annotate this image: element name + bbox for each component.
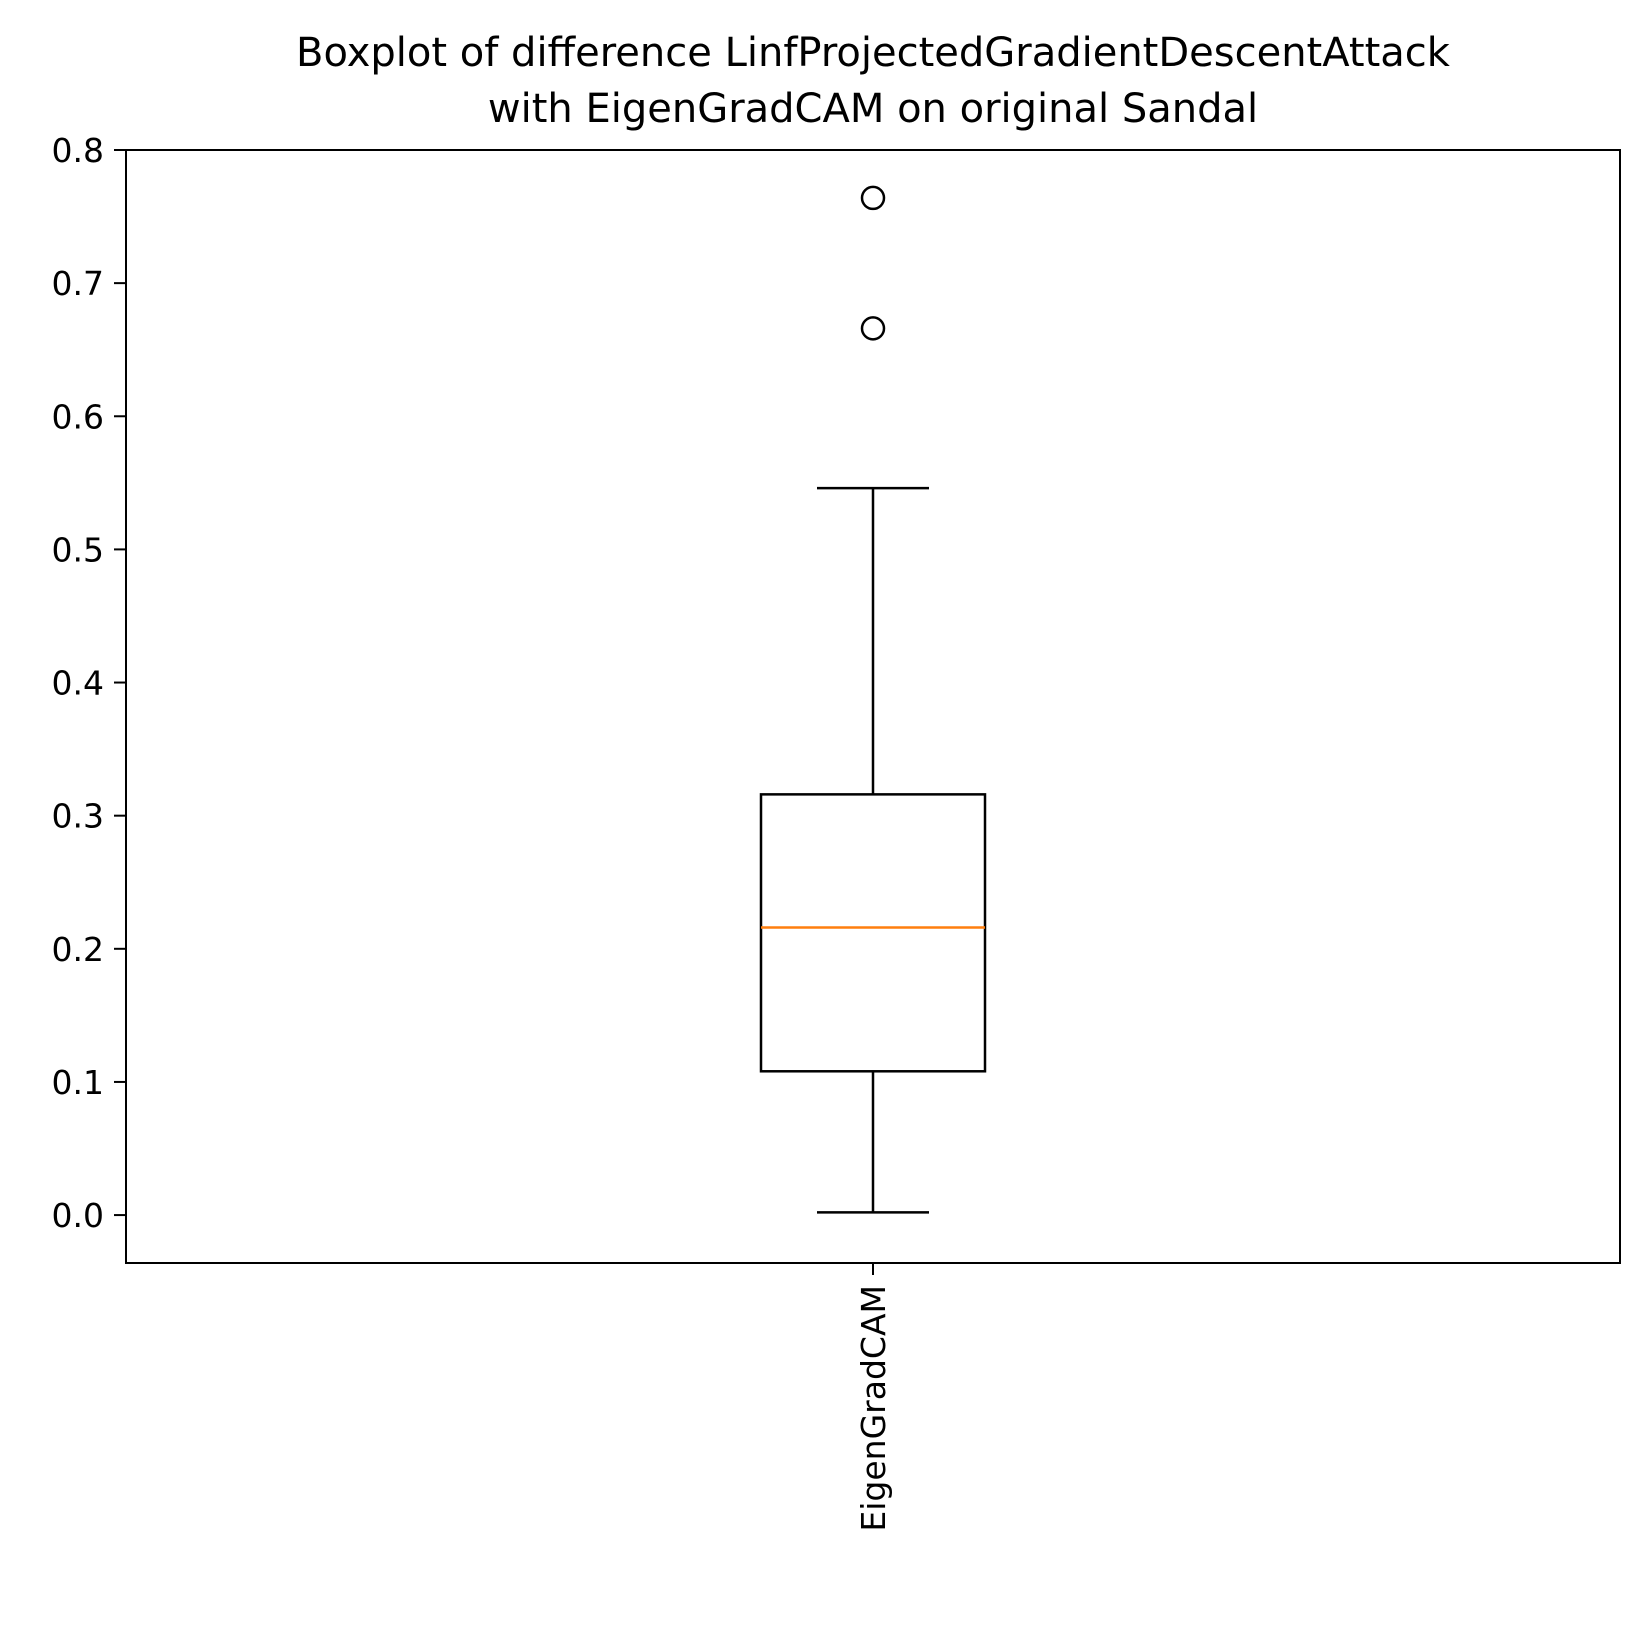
y-tick-label: 0.6 [52, 397, 104, 436]
y-tick-label: 0.4 [52, 664, 104, 703]
y-tick-label: 0.1 [52, 1063, 104, 1102]
iqr-box [759, 793, 987, 1073]
y-axis: 0.0 0.1 0.2 0.3 0.4 0.5 0.6 0.7 0.8 [52, 131, 126, 1235]
x-tick-label: EigenGradCAM [854, 1285, 893, 1532]
y-tick-label: 0.0 [52, 1196, 104, 1235]
x-axis: EigenGradCAM [854, 1263, 893, 1532]
outlier-point [860, 185, 886, 211]
box-series [759, 185, 987, 1214]
y-tick-label: 0.2 [52, 930, 104, 969]
y-tick-label: 0.7 [52, 264, 104, 303]
outlier-point [860, 316, 886, 341]
y-tick-label: 0.5 [52, 530, 104, 569]
y-tick-label: 0.3 [52, 797, 104, 836]
chart-title-line-1: Boxplot of difference LinfProjectedGradi… [296, 30, 1451, 76]
chart-title-line-2: with EigenGradCAM on original Sandal [488, 86, 1258, 132]
plot-frame [125, 149, 1621, 1264]
y-tick-label: 0.8 [52, 131, 104, 170]
